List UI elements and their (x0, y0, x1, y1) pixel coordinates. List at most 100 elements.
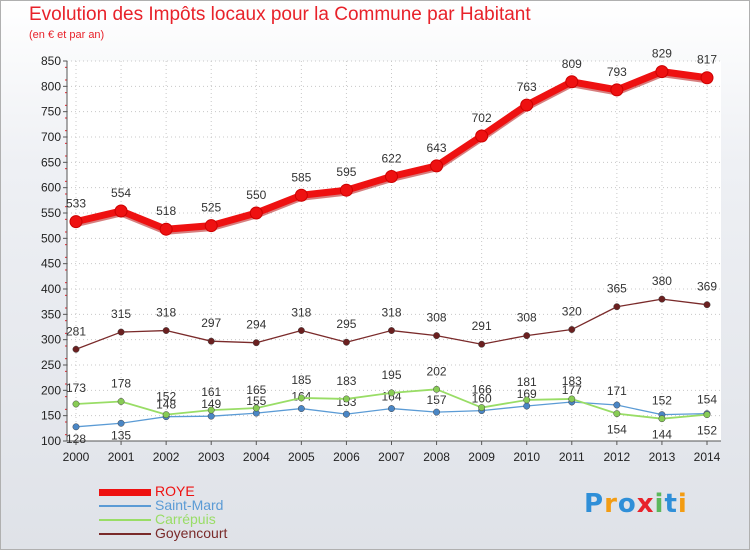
data-label-saint-mard: 135 (111, 428, 131, 442)
data-point-goyencourt (658, 295, 666, 303)
y-tick-label: 100 (41, 434, 61, 448)
data-point-carr-puis (523, 396, 531, 404)
data-label-goyencourt: 291 (472, 319, 492, 333)
brand-letter: i (654, 489, 665, 519)
data-point-goyencourt (342, 338, 350, 346)
y-tick-label: 550 (41, 206, 61, 220)
data-point-saint-mard (207, 412, 215, 420)
y-tick-label: 650 (41, 155, 61, 169)
data-point-carr-puis (297, 394, 305, 402)
data-label-carr-puis: 178 (111, 376, 131, 390)
data-point-roye (565, 75, 579, 89)
x-tick-label: 2009 (468, 450, 495, 464)
data-label-goyencourt: 365 (607, 282, 627, 296)
data-label-carr-puis: 185 (291, 373, 311, 387)
data-label-roye: 702 (472, 111, 492, 125)
x-tick-label: 2011 (559, 450, 585, 464)
data-point-saint-mard (117, 419, 125, 427)
x-tick-label: 2000 (63, 450, 90, 464)
data-label-roye: 525 (201, 201, 221, 215)
data-label-saint-mard: 169 (517, 387, 537, 401)
data-label-carr-puis: 152 (156, 390, 176, 404)
y-tick-label: 350 (41, 307, 61, 321)
data-point-roye (385, 170, 398, 184)
data-label-carr-puis: 165 (246, 383, 266, 397)
y-tick-label: 700 (41, 130, 61, 144)
y-tick-label: 750 (41, 105, 61, 119)
y-tick-label: 800 (41, 79, 61, 93)
data-point-roye (294, 188, 308, 202)
data-point-goyencourt (297, 327, 305, 334)
data-label-goyencourt: 369 (697, 280, 717, 294)
data-label-saint-mard: 148 (156, 398, 176, 412)
data-label-carr-puis: 152 (697, 424, 717, 438)
y-tick-label: 150 (41, 409, 61, 423)
legend-swatch-saint-mard (99, 505, 151, 507)
data-label-carr-puis: 195 (381, 368, 401, 382)
proxiti-logo: Proxiti (584, 489, 688, 519)
data-label-carr-puis: 173 (66, 381, 86, 395)
data-point-carr-puis (703, 411, 711, 419)
data-label-goyencourt: 318 (291, 306, 311, 320)
data-point-carr-puis (207, 406, 215, 414)
data-label-carr-puis: 181 (517, 375, 537, 389)
data-label-saint-mard: 149 (201, 397, 221, 411)
data-label-carr-puis: 183 (562, 374, 582, 388)
data-point-roye (655, 65, 669, 79)
data-label-roye: 622 (381, 152, 401, 166)
data-point-goyencourt (388, 327, 395, 334)
y-tick-label: 450 (41, 257, 61, 271)
data-point-goyencourt (162, 327, 170, 334)
data-label-goyencourt: 308 (427, 311, 447, 325)
data-label-roye: 554 (111, 186, 131, 200)
data-point-goyencourt (523, 332, 531, 340)
data-label-goyencourt: 315 (111, 307, 131, 321)
data-label-goyencourt: 308 (517, 311, 537, 325)
data-label-carr-puis: 154 (607, 423, 627, 437)
data-label-saint-mard: 155 (246, 394, 266, 408)
data-label-carr-puis: 166 (472, 383, 492, 397)
data-point-saint-mard (297, 405, 305, 413)
data-point-carr-puis (478, 404, 486, 412)
data-label-saint-mard: 128 (66, 432, 86, 446)
data-label-saint-mard: 177 (562, 383, 582, 397)
data-label-roye: 763 (517, 80, 537, 94)
x-tick-label: 2003 (198, 450, 225, 464)
data-point-carr-puis (433, 385, 441, 393)
y-tick-label: 200 (41, 383, 61, 397)
data-point-saint-mard (613, 401, 621, 409)
legend-label-carr-puis: Carrépuis (155, 511, 216, 527)
data-point-carr-puis (72, 400, 80, 408)
data-point-roye (339, 183, 353, 197)
x-tick-label: 2014 (694, 450, 721, 464)
data-label-roye: 585 (291, 170, 311, 184)
legend-swatch-roye (99, 488, 151, 496)
y-tick-label: 300 (41, 333, 61, 347)
data-point-carr-puis (117, 398, 125, 405)
x-tick-label: 2002 (153, 450, 180, 464)
data-label-saint-mard: 171 (607, 384, 627, 398)
data-label-roye: 817 (697, 53, 717, 67)
x-tick-label: 2012 (604, 450, 631, 464)
plot-area (67, 61, 721, 441)
data-label-carr-puis: 183 (336, 374, 356, 388)
data-label-goyencourt: 295 (336, 317, 356, 331)
data-label-goyencourt: 297 (201, 316, 221, 330)
legend-label-roye: ROYE (155, 483, 195, 499)
data-point-goyencourt (568, 326, 576, 333)
x-tick-label: 2010 (513, 450, 540, 464)
data-label-roye: 829 (652, 47, 672, 61)
data-point-carr-puis (388, 389, 395, 397)
chart-title: Evolution des Impôts locaux pour la Comm… (29, 4, 531, 25)
data-point-goyencourt (117, 328, 125, 336)
data-point-roye (114, 204, 128, 218)
data-label-roye: 533 (66, 197, 86, 211)
data-label-roye: 595 (336, 165, 356, 179)
data-label-roye: 793 (607, 65, 627, 79)
legend-label-goyencourt: Goyencourt (155, 525, 228, 541)
data-point-saint-mard (433, 408, 441, 416)
data-point-roye (430, 159, 444, 173)
data-point-roye (69, 215, 83, 229)
data-point-roye (475, 129, 489, 143)
